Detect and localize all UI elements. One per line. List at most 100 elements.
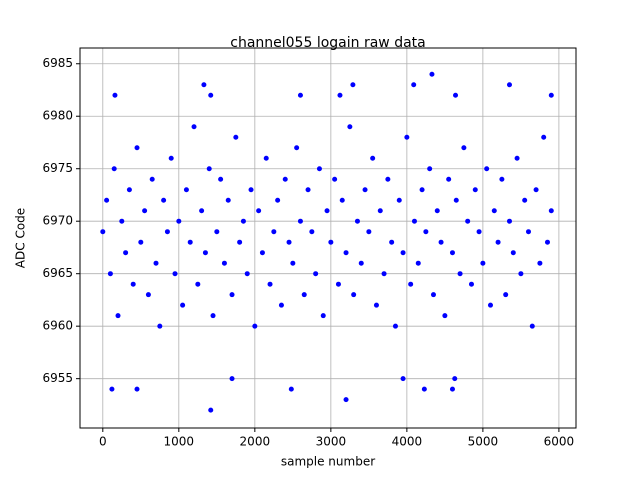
axes-frame <box>79 47 577 429</box>
data-point <box>176 218 182 224</box>
data-point <box>115 313 121 319</box>
data-point <box>529 323 535 329</box>
data-point <box>411 218 417 224</box>
data-point <box>259 250 265 256</box>
data-point <box>400 376 406 382</box>
data-point <box>168 155 174 161</box>
data-point <box>506 82 512 88</box>
data-point <box>297 92 303 98</box>
data-point <box>449 386 455 392</box>
data-point <box>316 166 322 172</box>
data-point <box>206 166 212 172</box>
data-point <box>208 407 214 413</box>
data-point <box>142 208 148 214</box>
data-point <box>157 323 163 329</box>
data-point <box>229 376 235 382</box>
data-point <box>202 250 208 256</box>
data-point <box>544 239 550 245</box>
data-point <box>354 218 360 224</box>
y-tick-label: 6955 <box>42 371 73 385</box>
data-point <box>491 208 497 214</box>
data-point <box>104 197 110 203</box>
data-point <box>210 313 216 319</box>
data-point <box>288 386 294 392</box>
data-point <box>107 271 113 277</box>
data-point <box>392 323 398 329</box>
data-point <box>400 250 406 256</box>
data-point <box>396 197 402 203</box>
data-point <box>408 281 414 287</box>
data-point <box>138 239 144 245</box>
data-point <box>183 187 189 193</box>
data-point <box>343 250 349 256</box>
data-point <box>237 239 243 245</box>
data-point <box>411 82 417 88</box>
data-point <box>119 218 125 224</box>
x-tick-label: 0 <box>99 435 107 449</box>
data-point <box>161 197 167 203</box>
data-point <box>385 176 391 182</box>
data-point <box>208 92 214 98</box>
data-point <box>123 250 129 256</box>
x-axis-label: sample number <box>281 455 375 469</box>
data-point <box>256 208 262 214</box>
data-point <box>423 229 429 235</box>
data-point <box>305 187 311 193</box>
data-point <box>214 229 220 235</box>
data-point <box>487 302 493 308</box>
data-point <box>267 281 273 287</box>
data-point <box>415 260 421 266</box>
data-point <box>381 271 387 277</box>
data-point <box>347 124 353 130</box>
data-point <box>225 197 231 203</box>
data-point <box>350 82 356 88</box>
data-point <box>109 386 115 392</box>
data-point <box>201 82 207 88</box>
data-point <box>187 239 193 245</box>
x-tick-label: 1000 <box>164 435 195 449</box>
x-tick-label: 2000 <box>240 435 271 449</box>
data-point <box>282 176 288 182</box>
data-point <box>465 218 471 224</box>
data-point <box>495 239 501 245</box>
data-point <box>518 271 524 277</box>
x-tick-label: 3000 <box>316 435 347 449</box>
data-point <box>297 218 303 224</box>
data-point <box>525 229 531 235</box>
data-point <box>149 176 155 182</box>
data-point <box>339 197 345 203</box>
data-point <box>514 155 520 161</box>
data-point <box>263 155 269 161</box>
data-point <box>233 134 239 140</box>
data-point <box>126 187 132 193</box>
data-point <box>419 187 425 193</box>
data-point <box>164 229 170 235</box>
data-point <box>153 260 159 266</box>
data-point <box>271 229 277 235</box>
data-point <box>290 260 296 266</box>
data-point <box>332 176 338 182</box>
y-tick-label: 6960 <box>42 319 73 333</box>
data-point <box>476 229 482 235</box>
data-point <box>111 166 117 172</box>
data-point <box>442 313 448 319</box>
data-point <box>320 313 326 319</box>
data-point <box>373 302 379 308</box>
data-point <box>313 271 319 277</box>
data-point <box>301 292 307 298</box>
data-point <box>429 71 435 77</box>
data-point <box>548 208 554 214</box>
data-point <box>449 250 455 256</box>
data-point <box>324 208 330 214</box>
y-tick-label: 6975 <box>42 161 73 175</box>
data-point <box>100 229 106 235</box>
data-point <box>358 260 364 266</box>
data-point <box>112 92 118 98</box>
data-point <box>438 239 444 245</box>
data-point <box>335 281 341 287</box>
data-point <box>446 176 452 182</box>
x-tick-label: 4000 <box>392 435 423 449</box>
